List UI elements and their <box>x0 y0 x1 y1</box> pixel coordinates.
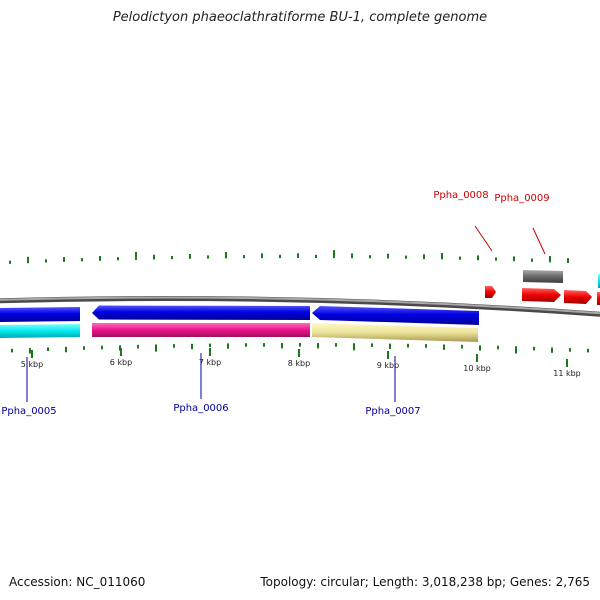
gene-block-gray <box>523 270 563 283</box>
gene-block-cyan <box>0 324 80 338</box>
scale-label: 11 kbp <box>553 369 581 378</box>
gene-block-red-edge <box>597 292 600 305</box>
gene-arrow-red-1 <box>522 288 561 302</box>
scale-label: 6 kbp <box>110 358 132 367</box>
gene-arrow-red-2 <box>564 290 592 304</box>
scale-label: 7 kbp <box>199 358 221 367</box>
lower-tick-row <box>11 343 589 354</box>
gene-label: Ppha_0006 <box>173 403 228 414</box>
gene-block-khaki <box>312 323 478 342</box>
scale-labels: 5 kbp 6 kbp 7 kbp 8 kbp 9 kbp 10 kbp 11 kbp <box>21 348 581 378</box>
gene-label: Ppha_0008 <box>433 190 488 201</box>
gene-callouts: Ppha_0005 Ppha_0006 Ppha_0007 Ppha_0008 Ppha… <box>1 190 549 417</box>
gene-arrow-blue-3 <box>312 306 479 325</box>
gene-label: Ppha_0009 <box>494 193 549 204</box>
scale-label: 5 kbp <box>21 360 43 369</box>
gene-block-magenta <box>92 323 310 337</box>
genome-backbone-highlight <box>0 296 600 315</box>
callout-line <box>532 227 546 255</box>
gene-label: Ppha_0007 <box>365 406 420 417</box>
accession-label: Accession: NC_011060 <box>9 575 146 589</box>
gene-arrow-red-small <box>485 286 496 298</box>
genome-summary: Topology: circular; Length: 3,018,238 bp… <box>260 575 590 589</box>
map-title: Pelodictyon phaeoclathratiforme BU-1, co… <box>112 10 488 25</box>
scale-label: 8 kbp <box>288 359 310 368</box>
upper-tick-row <box>9 250 569 264</box>
gene-label: Ppha_0005 <box>1 406 56 417</box>
scale-label: 10 kbp <box>463 364 491 373</box>
callout-line <box>474 225 493 252</box>
gene-block-blue-1 <box>0 307 80 322</box>
scale-label: 9 kbp <box>377 361 399 370</box>
genome-backbone <box>0 295 600 317</box>
gene-arrow-blue-2 <box>92 305 310 320</box>
